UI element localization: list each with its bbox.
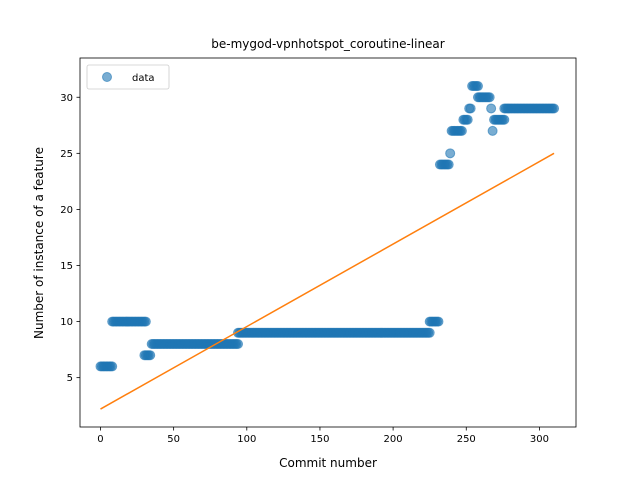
y-axis-label: Number of instance of a feature: [32, 147, 46, 339]
x-tick-label: 150: [310, 434, 329, 445]
plot-frame: [79, 57, 577, 428]
y-tick-label: 5: [67, 373, 73, 384]
legend-label-data: data: [132, 73, 155, 84]
data-points: [95, 81, 560, 372]
chart-title: be-mygod-vpnhotspot_coroutine-linear: [211, 37, 445, 51]
y-tick-label: 20: [60, 205, 73, 216]
data-point: [433, 316, 444, 327]
x-tick-label: 50: [167, 434, 180, 445]
data-point: [472, 81, 483, 92]
data-point: [424, 327, 435, 338]
y-tick-label: 30: [60, 93, 73, 104]
data-point: [484, 92, 495, 103]
x-tick-label: 200: [384, 434, 403, 445]
plot-area: [95, 81, 560, 410]
y-tick-label: 15: [60, 261, 73, 272]
x-axis-label: Commit number: [279, 456, 377, 470]
data-point: [145, 350, 156, 361]
data-point: [549, 103, 560, 114]
data-point: [486, 103, 497, 114]
legend-marker-data: [102, 72, 112, 82]
data-point: [465, 103, 476, 114]
data-point: [456, 125, 467, 136]
fit-line-layer: [100, 152, 555, 410]
y-axis: 5 10 15 20 25 30: [60, 93, 80, 384]
legend: data: [86, 64, 170, 90]
data-point: [487, 125, 498, 136]
x-tick-label: 300: [530, 434, 549, 445]
x-axis: 0 50 100 150 200 250 300: [97, 427, 549, 445]
x-tick-label: 100: [237, 434, 256, 445]
data-point: [233, 339, 244, 349]
x-tick-label: 250: [457, 434, 476, 445]
data-point: [445, 148, 456, 159]
x-tick-label: 0: [97, 434, 103, 445]
data-point: [462, 114, 473, 125]
fit-line: [100, 152, 555, 410]
data-point: [443, 159, 454, 170]
y-tick-label: 10: [60, 317, 73, 328]
data-point: [107, 361, 118, 372]
data-point: [140, 316, 151, 327]
data-point: [499, 114, 510, 125]
legend-box: [86, 64, 170, 90]
y-tick-label: 25: [60, 149, 73, 160]
